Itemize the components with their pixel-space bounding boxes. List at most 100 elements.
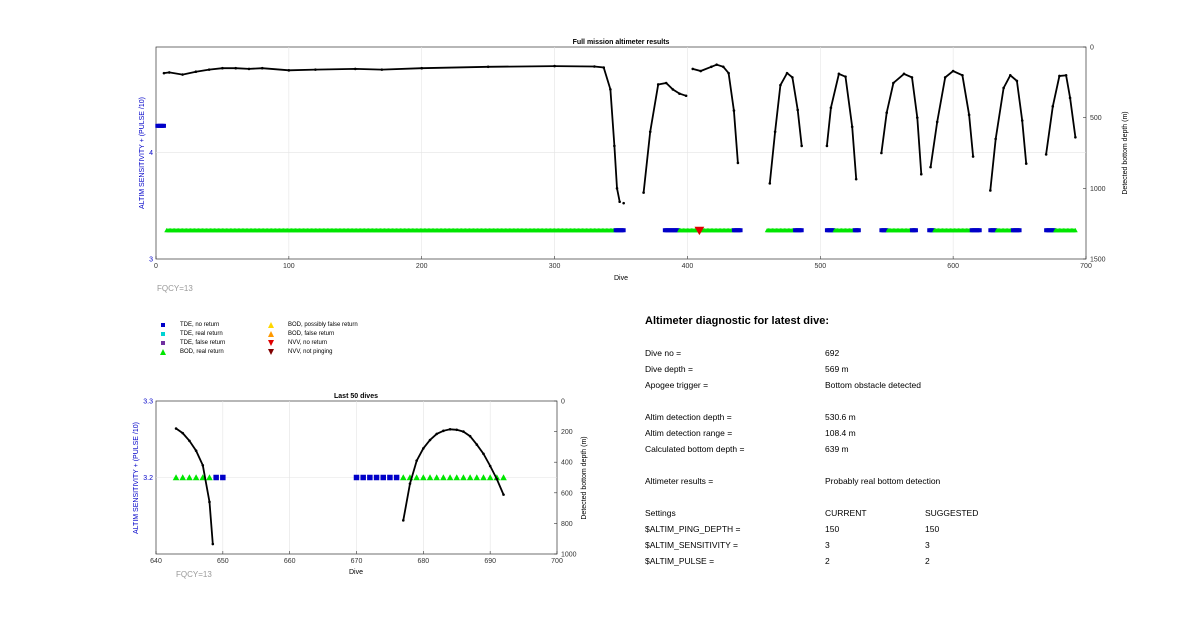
sensitivity-marker-triangle [466,474,474,481]
depth-point [234,66,238,70]
y-tick-label: 3 [149,257,153,264]
sensitivity-marker-square [884,228,889,233]
depth-point [442,429,445,433]
y-tick-label: 3.2 [143,475,153,482]
legend-item-tde-false-return: TDE, false return [158,338,225,347]
sensitivity-marker-triangle [1072,227,1078,233]
sensitivity-marker-square [676,228,681,233]
sensitivity-marker-triangle [426,474,434,481]
main-depth-lines [162,63,1077,205]
sensitivity-marker-square [220,474,226,481]
sensitivity-label: $ALTIM_SENSITIVITY = [645,540,738,550]
depth-point [602,66,606,69]
y2-tick-label: 1000 [1090,186,1106,193]
sensitivity-marker-triangle [473,474,481,481]
sensitivity-marker-triangle [172,474,180,481]
depth-point [971,155,975,158]
depth-point [181,73,184,76]
depth-point [495,477,499,481]
zoom-footnote: FQCY=13 [176,570,212,579]
depth-line [175,427,214,545]
depth-point [768,182,772,185]
main-y2-label: Detected bottom depth (m) [1122,111,1129,194]
depth-point [401,519,405,522]
sensitivity-marker-triangle [440,474,447,481]
depth-point [468,434,472,438]
sensitivity-marker-triangle [199,474,207,481]
sensitivity-marker-square [380,474,386,481]
sensitivity-marker-square [913,228,918,233]
sensitivity-marker-square [360,474,366,481]
legend-label: TDE, false return [180,339,226,346]
sensitivity-marker-square [161,123,166,128]
zoom-chart-title: Last 50 dives [334,393,378,400]
y-tick-label: 4 [149,150,153,157]
depth-point [915,116,919,119]
depth-point [208,500,211,504]
sensitivity-marker-square [213,474,219,481]
y2-tick-label: 400 [561,460,573,467]
sensitivity-marker-square [1017,228,1022,233]
depth-point [715,63,718,66]
dive-no-value: 692 [825,348,840,358]
depth-point [837,72,841,76]
depth-point [642,191,645,194]
main-marks [155,123,1078,236]
depth-point [967,113,971,117]
depth-point [779,83,782,87]
sensitivity-marker-square [977,228,982,233]
depth-point [732,109,736,112]
results-value: Probably real bottom detection [825,476,941,486]
depth-point [919,172,923,176]
depth-point [1051,105,1055,108]
main-y-ticks: 34 [149,150,153,264]
sensitivity-suggested: 3 [925,540,930,550]
x-tick-label: 400 [682,263,694,270]
pulse-label: $ALTIM_PULSE = [645,556,715,566]
x-tick-label: 200 [416,263,428,270]
sensitivity-marker-triangle [446,474,454,481]
x-tick-label: 640 [150,558,162,565]
depth-point [648,130,652,134]
legend-label: NVV, no return [288,339,328,346]
depth-point [622,201,625,205]
legend-item-bod-false-return: BOD, false return [266,329,334,338]
ping-depth-label: $ALTIM_PING_DEPTH = [645,524,741,534]
x-tick-label: 500 [814,263,826,270]
zoom-x-label: Dive [349,569,363,576]
legend-label: NVV, not pinging [288,348,333,355]
suggested-header: SUGGESTED [925,508,979,518]
depth-point [380,68,384,71]
depth-point [943,76,947,79]
depth-point [448,428,452,431]
depth-point [656,83,660,86]
sensitivity-marker-triangle [206,474,213,481]
depth-point [247,67,251,71]
depth-point [415,459,418,462]
depth-point [850,125,854,129]
sensitivity-marker-square [993,228,998,233]
depth-point [287,69,291,72]
settings-label: Settings [645,508,676,518]
depth-point [791,76,794,79]
depth-point [615,187,619,190]
sensitivity-marker-square [367,474,373,481]
depth-point [553,64,556,68]
y2-tick-label: 200 [561,429,573,436]
sensitivity-marker-triangle [179,474,187,481]
zoom-y-ticks: 3.2 3.3 [143,399,153,483]
sensitivity-marker-triangle [192,474,200,481]
depth-point [1024,162,1028,165]
y2-tick-label: 800 [561,521,573,528]
depth-point [609,88,612,91]
depth-point [989,189,992,192]
x-tick-label: 300 [549,263,561,270]
depth-point [994,137,997,141]
legend-item-tde-no-return: TDE, no return [158,320,219,329]
depth-point [910,76,914,79]
depth-point [722,65,725,69]
sensitivity-marker-square [621,228,626,233]
legend-label: BOD, real return [180,348,224,355]
main-x-ticks: 0 100 200 300 400 500 600 700 [154,256,1092,270]
depth-point [785,71,789,75]
